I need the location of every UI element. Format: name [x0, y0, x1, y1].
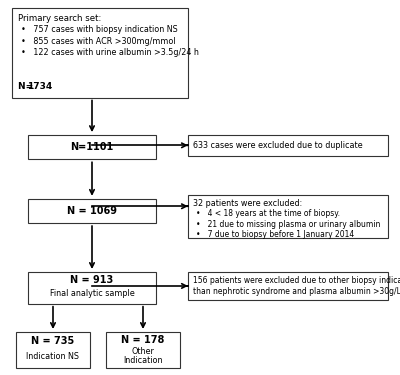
Text: N = 735: N = 735: [31, 336, 75, 346]
Text: Indication: Indication: [123, 356, 163, 365]
Text: •   21 due to missing plasma or urinary albumin: • 21 due to missing plasma or urinary al…: [196, 220, 380, 229]
Bar: [188, 135, 388, 156]
Text: 1734: 1734: [27, 82, 52, 91]
Bar: [106, 332, 180, 368]
Text: 32 patients were excluded:: 32 patients were excluded:: [193, 200, 302, 208]
Bar: [12, 8, 188, 98]
Text: N=1101: N=1101: [70, 142, 114, 152]
Text: •   4 < 18 years at the time of biopsy.: • 4 < 18 years at the time of biopsy.: [196, 209, 340, 218]
Text: Indication NS: Indication NS: [26, 352, 80, 361]
Text: Final analytic sample: Final analytic sample: [50, 289, 134, 298]
Text: N = 178: N = 178: [121, 335, 165, 345]
Bar: [16, 332, 90, 368]
Text: 633 cases were excluded due to duplicate: 633 cases were excluded due to duplicate: [193, 141, 362, 150]
Bar: [28, 199, 156, 223]
Bar: [28, 272, 156, 304]
Text: N = 913: N = 913: [70, 275, 114, 285]
Bar: [28, 135, 156, 159]
Text: Primary search set:: Primary search set:: [18, 14, 101, 23]
Bar: [188, 195, 388, 238]
Text: •   855 cases with ACR >300mg/mmol: • 855 cases with ACR >300mg/mmol: [21, 37, 176, 46]
Text: N=: N=: [18, 82, 36, 91]
Bar: [188, 272, 388, 300]
Text: 156 patients were excluded due to other biopsy indication
than nephrotic syndrom: 156 patients were excluded due to other …: [193, 276, 400, 296]
Text: Other: Other: [132, 347, 154, 356]
Text: N = 1069: N = 1069: [67, 206, 117, 216]
Text: •   122 cases with urine albumin >3.5g/24 h: • 122 cases with urine albumin >3.5g/24 …: [21, 48, 199, 57]
Text: •   7 due to biopsy before 1 January 2014: • 7 due to biopsy before 1 January 2014: [196, 230, 354, 239]
Text: •   757 cases with biopsy indication NS: • 757 cases with biopsy indication NS: [21, 26, 178, 34]
